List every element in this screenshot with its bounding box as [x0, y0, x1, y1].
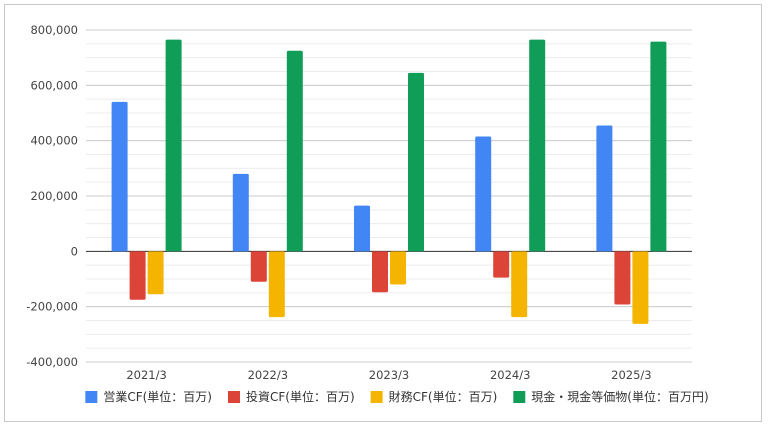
bar — [493, 251, 510, 278]
bar — [475, 136, 492, 252]
bar — [268, 251, 285, 318]
bar — [165, 39, 182, 252]
bar — [408, 72, 424, 252]
grid-lines — [86, 29, 692, 363]
legend-label: 投資CF(単位：百万) — [246, 389, 355, 404]
bar — [250, 251, 267, 282]
bar — [650, 41, 667, 252]
bars — [111, 39, 667, 324]
x-tick-label: 2024/3 — [490, 368, 530, 382]
y-tick-label: 0 — [71, 244, 78, 258]
x-tick-label: 2022/3 — [248, 368, 288, 382]
chart-frame — [4, 4, 762, 422]
legend-swatch — [370, 391, 383, 403]
y-tick-label: 600,000 — [30, 78, 78, 92]
bar — [511, 251, 528, 318]
bar — [286, 50, 303, 252]
y-tick-label: -400,000 — [26, 355, 78, 369]
bar — [614, 251, 631, 305]
bar — [596, 125, 613, 252]
bar — [129, 251, 146, 300]
bar — [632, 251, 649, 324]
x-tick-label: 2025/3 — [611, 368, 651, 382]
bar — [111, 101, 128, 252]
bar — [390, 251, 406, 285]
bar — [232, 173, 249, 252]
bar — [529, 39, 546, 252]
y-axis: 800,000 600,000 400,000 200,000 0 -200,000 -40… — [26, 23, 78, 369]
y-tick-label: 200,000 — [30, 189, 78, 203]
y-tick-label: -200,000 — [26, 300, 78, 314]
legend-swatch — [85, 391, 98, 403]
x-tick-label: 2021/3 — [126, 368, 166, 382]
legend-label: 財務CF(単位：百万) — [389, 389, 498, 404]
x-axis: 2021/3 2022/3 2023/3 2024/3 2025/3 — [126, 368, 651, 382]
legend-swatch — [227, 391, 240, 403]
bar — [372, 251, 388, 293]
y-tick-label: 800,000 — [30, 23, 78, 37]
y-tick-label: 400,000 — [30, 134, 78, 148]
bar — [147, 251, 164, 295]
legend: 営業CF(単位：百万) 投資CF(単位：百万) 財務CF(単位：百万) 現金・現金等価… — [85, 389, 709, 404]
legend-label: 現金・現金等価物(単位：百万円) — [531, 389, 708, 404]
legend-swatch — [513, 391, 526, 403]
bar — [354, 205, 370, 252]
x-tick-label: 2023/3 — [369, 368, 409, 382]
legend-label: 営業CF(単位：百万) — [103, 389, 212, 404]
